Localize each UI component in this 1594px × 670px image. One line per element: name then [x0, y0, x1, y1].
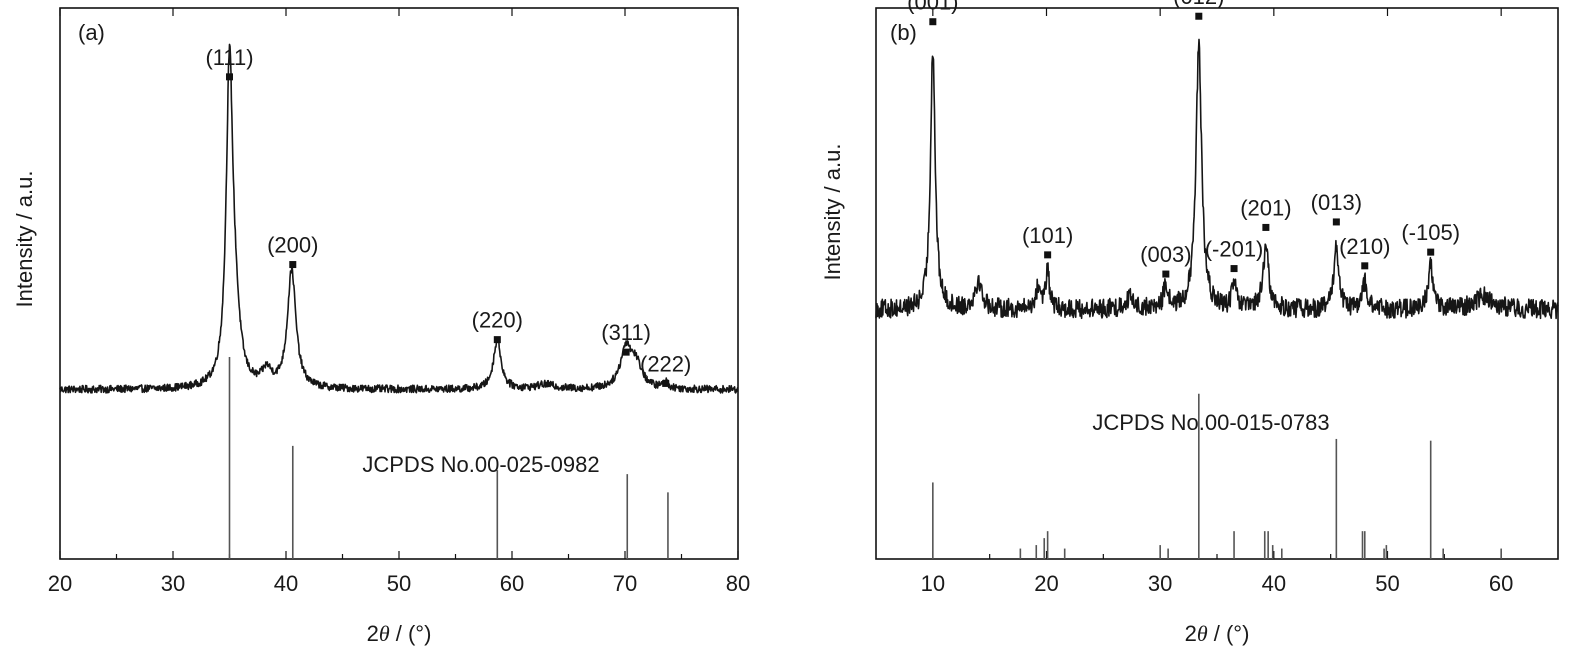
diffraction-trace: [59, 43, 739, 394]
x-tick-label: 30: [161, 571, 185, 596]
x-tick-label: 30: [1148, 571, 1172, 596]
x-tick-label: 20: [1034, 571, 1058, 596]
peak-marker: [1262, 223, 1270, 231]
x-axis-label-theta: θ: [379, 621, 390, 646]
peak-marker: [662, 379, 670, 387]
peak-marker: [1230, 265, 1238, 273]
peak-label: (111): [205, 45, 253, 70]
reference-label: JCPDS No.00-015-0783: [1092, 410, 1329, 435]
panel-label: (b): [890, 20, 917, 45]
peak-label: (200): [267, 233, 318, 258]
peak-label: (012): [1173, 0, 1224, 9]
x-axis-label-suffix: / (°): [390, 621, 432, 646]
peak-marker: [1427, 248, 1435, 256]
x-tick-label: 60: [1489, 571, 1513, 596]
peak-marker: [1195, 12, 1203, 20]
peak-label: (-105): [1401, 220, 1460, 245]
peak-marker: [929, 18, 937, 26]
x-axis-label: 2θ / (°): [367, 621, 432, 646]
peak-label: (101): [1022, 223, 1073, 248]
x-tick-label: 50: [387, 571, 411, 596]
peak-label: (220): [472, 308, 523, 333]
x-tick-label: 50: [1375, 571, 1399, 596]
peak-label: (210): [1339, 234, 1390, 259]
x-axis-label-prefix: 2: [1185, 621, 1197, 646]
peak-marker: [622, 348, 630, 356]
peak-marker: [1044, 251, 1052, 259]
x-tick-label: 10: [921, 571, 945, 596]
y-axis-label: Intensity / a.u.: [820, 144, 845, 281]
peak-label: (001): [907, 0, 958, 15]
x-tick-label: 40: [274, 571, 298, 596]
panel-label: (a): [78, 20, 105, 45]
peak-marker: [289, 261, 297, 269]
y-axis-label: Intensity / a.u.: [12, 171, 37, 308]
panel-a: 20 30 40 50 60 70 80 2θ / (°) Intensity / a.u. (a…: [12, 7, 750, 646]
peak-marker: [226, 73, 233, 81]
x-axis-label-prefix: 2: [367, 621, 379, 646]
peak-label: (003): [1140, 242, 1191, 267]
x-tick-label: 20: [48, 571, 72, 596]
x-axis-label-theta: θ: [1197, 621, 1208, 646]
peak-marker: [1361, 262, 1369, 270]
peak-label: (222): [640, 351, 691, 376]
x-tick-label: 40: [1262, 571, 1286, 596]
peak-label: (201): [1240, 195, 1291, 220]
peak-marker: [1332, 218, 1340, 226]
panel-b: 10 20 30 40 50 60 2θ / (°) Intensity / a.u. (b) (…: [820, 0, 1559, 646]
peak-label: (013): [1311, 190, 1362, 215]
x-tick-label: 80: [726, 571, 750, 596]
x-tick-label: 70: [613, 571, 637, 596]
peak-label: (311): [601, 320, 651, 345]
peak-label: (-201): [1205, 237, 1264, 262]
peak-marker: [1162, 270, 1170, 278]
x-axis-label: 2θ / (°): [1185, 621, 1250, 646]
x-tick-label: 60: [500, 571, 524, 596]
diffraction-trace: [875, 38, 1559, 320]
peak-marker: [493, 336, 501, 344]
x-axis-label-suffix: / (°): [1208, 621, 1250, 646]
reference-label: JCPDS No.00-025-0982: [362, 452, 599, 477]
